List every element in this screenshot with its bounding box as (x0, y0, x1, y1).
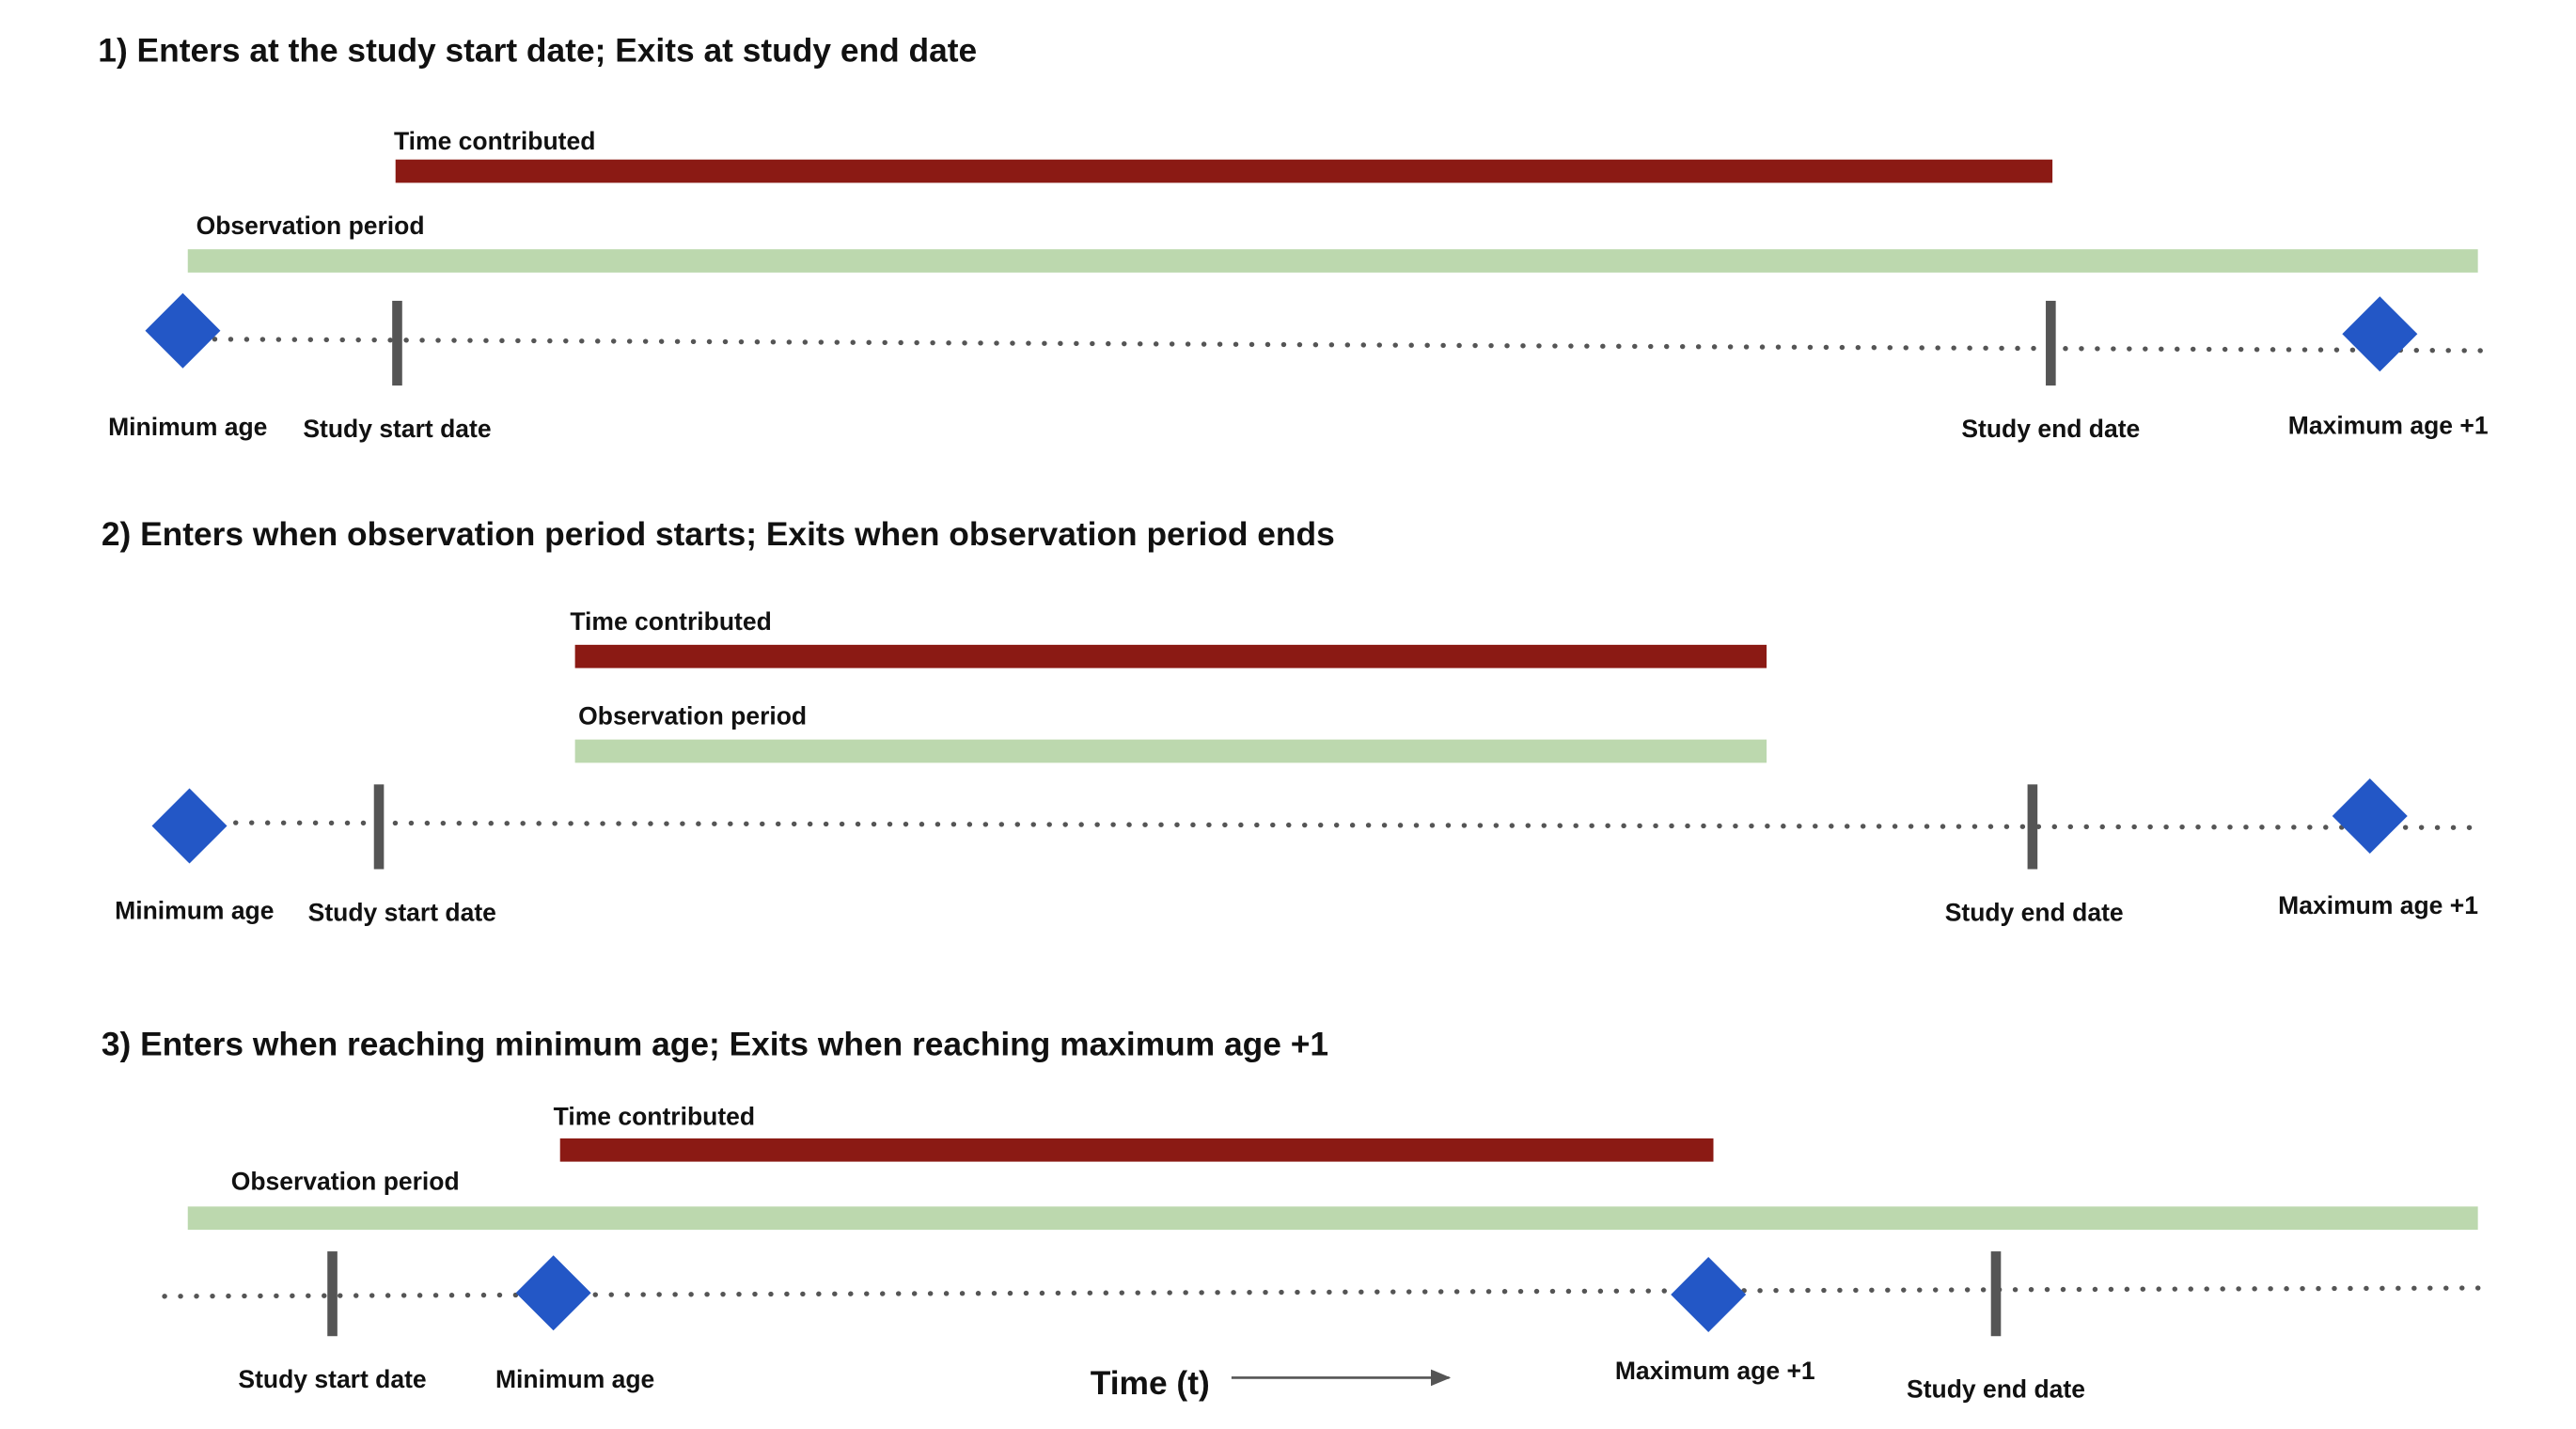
scenario-1-minimum-age-diamond (145, 292, 221, 369)
scenario-2-study-start-label: Study start date (308, 898, 496, 926)
scenario-3-observation-period-bar (187, 1206, 2478, 1231)
scenario-3-maximum-age-diamond (1671, 1257, 1747, 1333)
scenario-1-time-contributed-label: Time contributed (394, 127, 595, 155)
scenario-3-maximum-age-label: Maximum age +1 (1615, 1357, 1815, 1385)
scenario-2-maximum-age-diamond (2332, 777, 2408, 854)
scenario-2-study-start-tick (373, 784, 385, 870)
time-axis: Time (t) (1091, 1365, 1452, 1402)
scenario-1-time-contributed-bar (395, 159, 2053, 183)
scenario-1-maximum-age-diamond (2342, 296, 2418, 372)
scenario-3-study-end-tick (1990, 1251, 2002, 1337)
scenario-3-minimum-age-diamond (515, 1255, 591, 1331)
scenario-3: 3) Enters when reaching minimum age; Exi… (102, 1026, 2483, 1404)
scenario-3-heading: 3) Enters when reaching minimum age; Exi… (102, 1026, 1328, 1062)
scenario-2-study-end-label: Study end date (1945, 898, 2124, 926)
scenario-2-time-contributed-bar (574, 644, 1767, 668)
scenario-1-maximum-age-label: Maximum age +1 (2288, 411, 2489, 439)
scenario-1-minimum-age-label: Minimum age (108, 413, 267, 441)
scenario-1-heading: 1) Enters at the study start date; Exits… (98, 32, 977, 69)
scenario-2-observation-period-bar (574, 739, 1767, 763)
scenario-2-time-contributed-label: Time contributed (570, 607, 771, 636)
scenario-3-timeline (162, 1285, 2483, 1299)
scenario-1-observation-period-label: Observation period (196, 212, 425, 240)
scenario-3-study-start-tick (327, 1251, 338, 1337)
scenario-1-timeline (180, 336, 2492, 353)
scenario-2-heading: 2) Enters when observation period starts… (102, 516, 1335, 553)
scenario-2-observation-period-label: Observation period (578, 702, 807, 730)
scenario-1-study-end-tick (2046, 300, 2056, 386)
scenario-2: 2) Enters when observation period starts… (102, 516, 2483, 926)
scenario-3-minimum-age-label: Minimum age (495, 1365, 654, 1393)
scenario-3-time-contributed-label: Time contributed (554, 1103, 755, 1131)
scenario-1-study-start-tick (392, 300, 402, 386)
scenario-2-minimum-age-diamond (151, 788, 228, 864)
scenario-2-study-end-tick (2027, 784, 2038, 870)
scenario-2-minimum-age-label: Minimum age (115, 897, 274, 925)
scenario-1-study-end-label: Study end date (1961, 415, 2140, 443)
scenario-1: 1) Enters at the study start date; Exits… (98, 32, 2492, 443)
scenario-1-study-start-label: Study start date (303, 415, 491, 443)
time-axis-label: Time (t) (1091, 1365, 1210, 1402)
scenario-3-observation-period-label: Observation period (231, 1168, 460, 1196)
scenario-3-time-contributed-bar (559, 1138, 1714, 1162)
scenario-1-observation-period-bar (187, 249, 2478, 273)
scenario-3-study-end-label: Study end date (1907, 1375, 2085, 1404)
scenario-2-timeline (185, 820, 2483, 830)
scenario-3-study-start-label: Study start date (238, 1365, 426, 1393)
scenario-2-maximum-age-label: Maximum age +1 (2278, 891, 2478, 919)
